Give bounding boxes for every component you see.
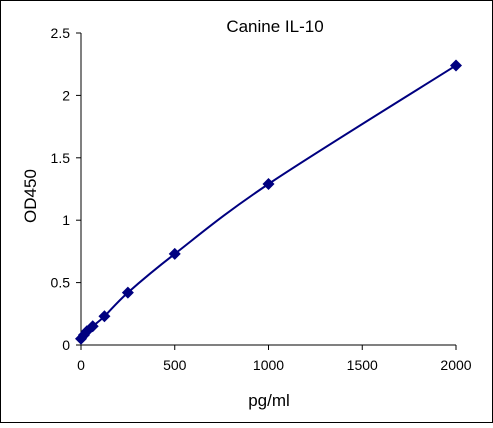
y-axis-title: OD450 (21, 169, 40, 223)
x-tick-label: 0 (77, 357, 85, 373)
ticks: 0 0.5 1 1.5 2 2.5 0 500 1000 1500 2000 (51, 25, 472, 373)
data-point-marker (450, 59, 462, 72)
x-axis-title: pg/ml (248, 391, 290, 410)
data-point-marker (168, 247, 181, 260)
data-point-marker (262, 178, 275, 191)
y-tick-label: 2.5 (51, 25, 71, 41)
y-tick-label: 0 (62, 337, 70, 353)
y-tick-label: 1.5 (51, 150, 71, 166)
chart-title: Canine IL-10 (226, 17, 323, 36)
x-tick-label: 2000 (440, 357, 471, 373)
y-tick-label: 1 (62, 212, 70, 228)
data-point-marker (121, 286, 134, 299)
data-points (75, 59, 462, 345)
x-tick-label: 1000 (253, 357, 284, 373)
y-tick-label: 0.5 (51, 275, 71, 291)
data-point-marker (98, 310, 111, 323)
x-tick-label: 1500 (347, 357, 378, 373)
data-point-marker (86, 320, 99, 333)
y-tick-label: 2 (62, 87, 70, 103)
x-tick-label: 500 (163, 357, 187, 373)
